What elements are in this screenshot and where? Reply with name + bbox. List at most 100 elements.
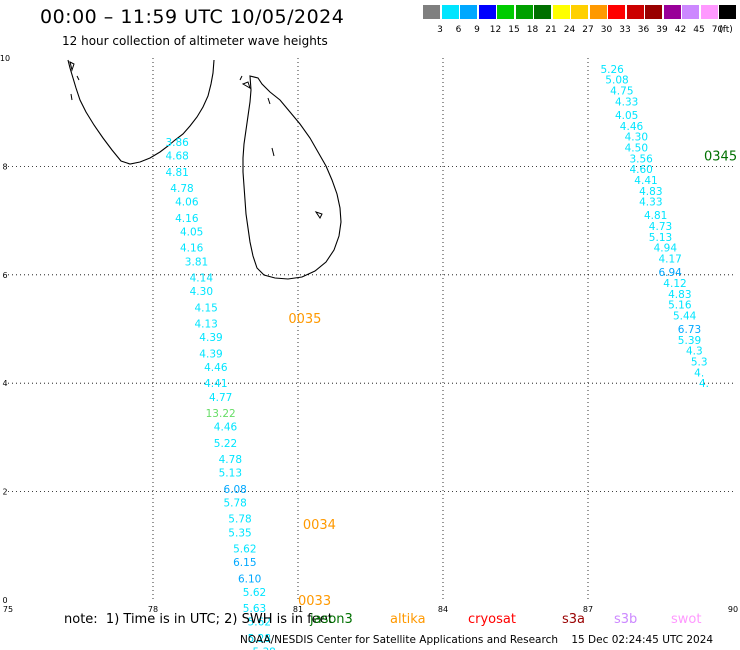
legend-label: 36 — [637, 25, 650, 35]
data-point-label: 5.78 — [223, 497, 246, 509]
data-point-label: 4.46 — [204, 362, 228, 374]
legend-swatch — [608, 5, 625, 19]
page-title: 00:00 – 11:59 UTC 10/05/2024 — [40, 6, 345, 28]
legend-label: 39 — [656, 25, 668, 35]
legend-swatch — [441, 5, 459, 19]
pass-labels: 0035 0034 0033 0345 — [288, 150, 737, 609]
data-point-label: 5.26 — [600, 64, 624, 76]
legend-label: 42 — [674, 25, 687, 35]
island-marks — [69, 61, 251, 101]
data-point-label: 4.81 — [644, 210, 667, 222]
legend-swatch — [645, 5, 662, 19]
satellite-jason3: jason3 — [310, 612, 353, 627]
data-point-label: 5.16 — [668, 300, 692, 312]
axes: 75 78 81 84 87 90 0 2 4 6 8 10 — [0, 54, 738, 614]
data-point-label: 5.63 — [243, 603, 266, 615]
legend-label: 27 — [582, 25, 594, 35]
legend-label: 6 — [455, 25, 462, 35]
y-tick-label: 4 — [2, 379, 7, 388]
legend-swatch — [700, 5, 718, 19]
legend-label: 15 — [508, 25, 520, 35]
data-point-label: 4.46 — [620, 121, 644, 133]
x-tick-label: 84 — [438, 605, 448, 614]
legend-swatch — [552, 5, 570, 19]
y-tick-label: 6 — [2, 271, 7, 280]
x-tick-label: 90 — [728, 605, 738, 614]
data-point-label: 5.62 — [243, 587, 266, 599]
data-point-label: 13.22 — [206, 408, 236, 420]
data-point-label: 4.30 — [625, 132, 648, 144]
legend-swatch — [571, 5, 588, 19]
data-point-label: 6.73 — [678, 324, 701, 336]
data-point-label: 4.14 — [190, 273, 214, 285]
data-point-label: 4.41 — [634, 175, 657, 187]
legend-label: 21 — [545, 25, 557, 35]
data-point-label: 5.38 — [252, 646, 275, 650]
x-tick-label: 87 — [583, 605, 593, 614]
data-point-label: 4.33 — [639, 197, 662, 209]
satellite-cryosat: cryosat — [468, 612, 516, 627]
data-point-label: 4.3 — [686, 346, 703, 358]
y-tick-label: 10 — [0, 54, 10, 63]
data-point-label: 5.22 — [214, 438, 237, 450]
data-point-label: 3.81 — [185, 256, 208, 268]
data-points: 3.864.684.814.784.064.164.054.163.814.14… — [165, 64, 709, 650]
data-point-label: 4.46 — [214, 422, 238, 434]
data-point-label: 4.77 — [209, 392, 232, 404]
data-point-label: 4.16 — [175, 213, 199, 225]
data-point-label: 4. — [694, 367, 704, 379]
data-point-label: 4.83 — [639, 186, 662, 198]
legend-label: 70 — [711, 25, 724, 35]
page-subtitle: 12 hour collection of altimeter wave hei… — [62, 34, 328, 48]
data-point-label: 5.13 — [219, 468, 242, 480]
coastal-marks — [267, 97, 323, 219]
data-point-label: 4.16 — [180, 243, 204, 255]
sri-lanka-coastline — [242, 75, 342, 280]
data-point-label: 5.39 — [678, 335, 701, 347]
footer-note: note: 1) Time is in UTC; 2) SWH is in fe… — [64, 612, 333, 627]
satellite-s3a: s3a — [562, 612, 586, 627]
data-point-label: 6.08 — [223, 484, 246, 496]
data-point-label: 6.10 — [238, 573, 261, 585]
legend-label: 18 — [526, 25, 539, 35]
data-point-label: 5.35 — [228, 527, 251, 539]
data-point-label: 5.62 — [233, 544, 256, 556]
data-point-label: 5.78 — [228, 514, 251, 526]
legend-unit: (ft) — [719, 25, 733, 35]
data-point-label: 5.3 — [691, 357, 708, 369]
data-point-label: 4.12 — [663, 278, 686, 290]
data-point-label: 4.78 — [219, 454, 242, 466]
data-point-label: 4.50 — [625, 142, 648, 154]
satellite-swot: swot — [671, 612, 702, 627]
data-point-label: 4.78 — [170, 183, 193, 195]
data-point-label: 6.94 — [658, 267, 682, 279]
data-point-label: 5.13 — [649, 232, 672, 244]
legend-swatch — [534, 5, 551, 19]
y-tick-label: 2 — [2, 488, 7, 497]
data-point-label: 5.28 — [248, 633, 271, 645]
credit-line: NOAA/NESDIS Center for Satellite Applica… — [240, 634, 714, 646]
legend-swatch — [497, 5, 514, 19]
legend-swatch — [682, 5, 699, 19]
legend-swatch — [719, 5, 736, 19]
data-point-label: 4.33 — [615, 96, 638, 108]
data-point-label: 4.81 — [165, 167, 188, 179]
data-point-label: 4.39 — [199, 332, 222, 344]
grid — [8, 58, 733, 600]
legend-label: 45 — [693, 25, 705, 35]
data-point-label: 4.06 — [175, 197, 199, 209]
data-point-label: 4.30 — [190, 286, 213, 298]
data-point-label: 4.73 — [649, 221, 672, 233]
data-point-label: 4.05 — [615, 110, 638, 122]
pass-label: 0033 — [298, 594, 331, 609]
data-point-label: 5.62 — [248, 617, 271, 629]
coastline-map — [67, 59, 342, 280]
legend-label: 33 — [619, 25, 631, 35]
data-point-label: 4.17 — [658, 254, 681, 266]
pass-label: 0035 — [288, 312, 321, 327]
pass-label: 0034 — [303, 518, 336, 533]
legend-swatch — [626, 5, 644, 19]
data-point-label: 3.56 — [629, 153, 653, 165]
legend-swatch — [663, 5, 681, 19]
